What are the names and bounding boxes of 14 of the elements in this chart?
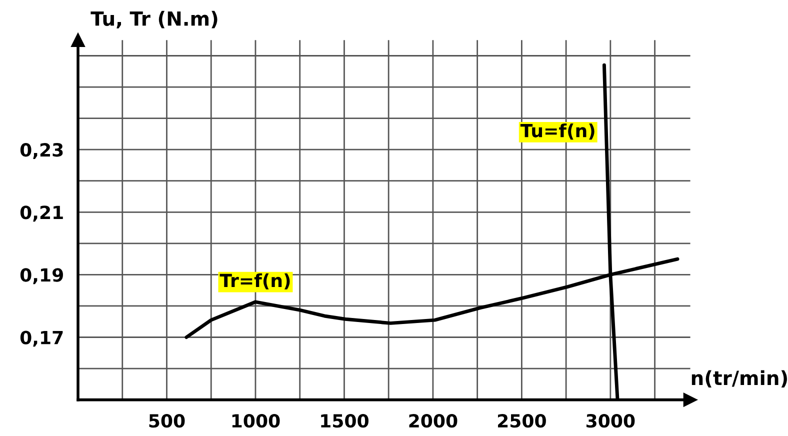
x-tick-label: 3000 — [586, 414, 635, 428]
y-tick-label: 0,19 — [20, 268, 63, 284]
y-tick-label: 0,23 — [20, 143, 63, 160]
x-tick-label: 1500 — [321, 414, 368, 428]
y-axis-title: Tu, Tr (N.m) — [90, 10, 218, 28]
x-tick-label: 1000 — [232, 414, 280, 428]
x-tick-label: 500 — [149, 414, 185, 428]
y-tick-label: 0,17 — [20, 330, 63, 347]
x-axis-title: n(tr/min) — [692, 370, 787, 388]
x-tick-label: 2000 — [409, 414, 458, 428]
series-label: Tr=f(n) — [220, 273, 290, 290]
series-label: Tu=f(n) — [520, 123, 594, 140]
x-tick-label: 2500 — [498, 414, 546, 428]
y-tick-label: 0,21 — [20, 206, 63, 222]
